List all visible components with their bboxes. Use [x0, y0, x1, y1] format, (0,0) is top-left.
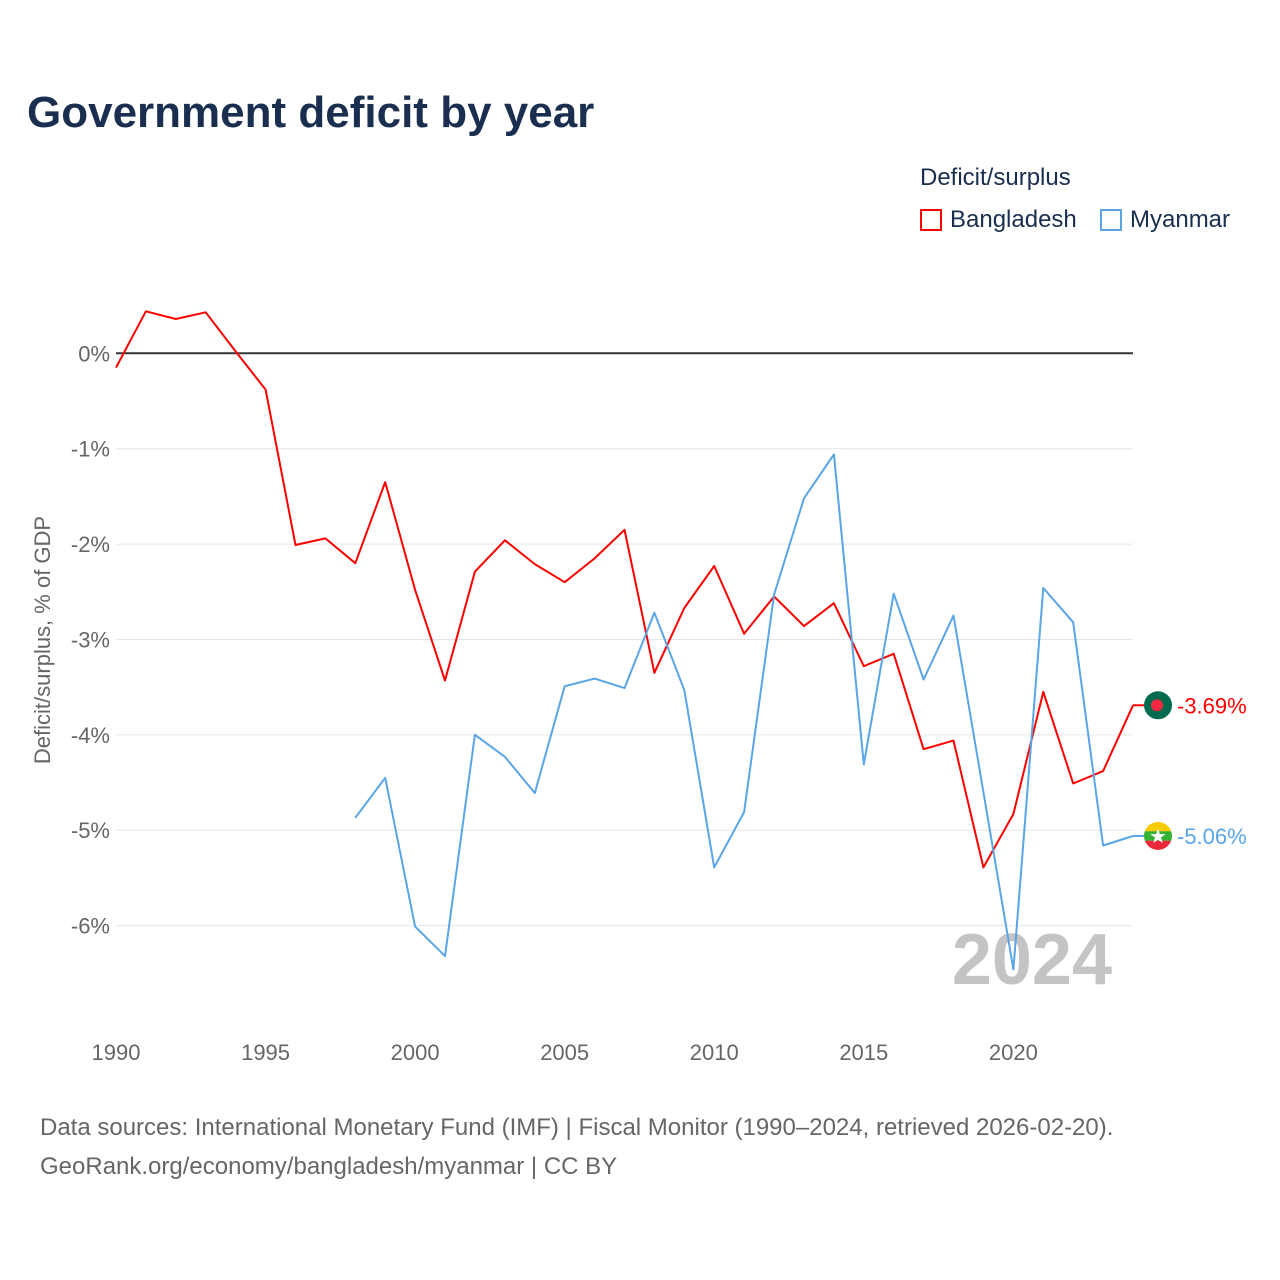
y-tick-label: -6%: [71, 914, 110, 939]
source-url[interactable]: GeoRank.org/economy/bangladesh/myanmar |…: [40, 1153, 618, 1180]
legend-label: Myanmar: [1130, 206, 1231, 233]
x-tick-label: 1995: [241, 1040, 290, 1065]
chart-title: Government deficit by year: [27, 88, 595, 137]
bangladesh-flag-disc: [1151, 699, 1163, 712]
legend-item-myanmar[interactable]: Myanmar: [1100, 206, 1230, 234]
flag-star: ★: [1149, 826, 1167, 848]
flag-stripe: [1144, 831, 1172, 841]
x-tick-label: 2010: [690, 1040, 739, 1065]
line-chart: 0% -1% -2% -3% -4% -5% -6% 1990 1995 2000 2005 2010…: [30, 310, 1247, 1065]
y-tick-label: -3%: [71, 627, 110, 652]
y-axis-label: Deficit/surplus, % of GDP: [30, 516, 55, 764]
flag-stripe: [1144, 840, 1172, 850]
y-tick-label: -4%: [71, 723, 110, 748]
y-tick-label: -2%: [71, 532, 110, 557]
source-line: Data sources: International Monetary Fun…: [40, 1114, 1114, 1141]
legend-item-bangladesh[interactable]: Bangladesh: [920, 206, 1077, 234]
legend-swatch-bangladesh: [920, 209, 942, 231]
x-tick-label: 1990: [92, 1040, 141, 1065]
x-tick-label: 2020: [989, 1040, 1038, 1065]
x-tick-label: 2000: [391, 1040, 440, 1065]
series-line-myanmar: [354, 453, 1134, 971]
source-note: Data sources: International Monetary Fun…: [40, 1108, 1113, 1186]
series-line-bangladesh: [115, 310, 1134, 869]
x-tick-label: 2015: [839, 1040, 888, 1065]
year-watermark: 2024: [952, 920, 1112, 1000]
end-value-label: -5.06%: [1177, 824, 1247, 849]
y-tick-label: 0%: [78, 341, 110, 366]
flag-stripe: [1144, 821, 1172, 832]
legend-label: Bangladesh: [950, 206, 1077, 233]
legend-swatch-myanmar: [1100, 209, 1122, 231]
x-tick-label: 2005: [540, 1040, 589, 1065]
y-tick-label: -1%: [71, 437, 110, 462]
y-tick-label: -5%: [71, 818, 110, 843]
legend-title: Deficit/surplus: [920, 164, 1071, 191]
end-value-label: -3.69%: [1177, 693, 1247, 718]
